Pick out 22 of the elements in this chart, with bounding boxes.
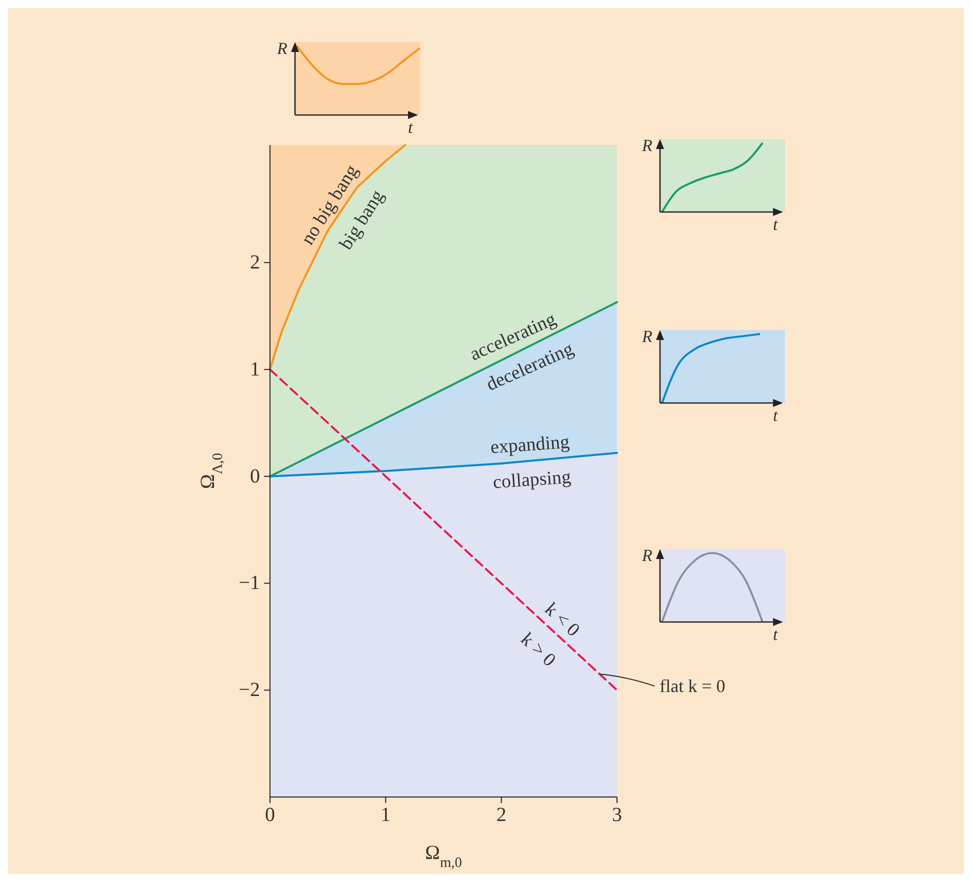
y-axis-title: R	[641, 546, 653, 565]
x-tick-label: 0	[265, 804, 275, 826]
x-tick-label: 3	[612, 804, 622, 826]
y-tick-label: 0	[250, 465, 260, 488]
x-axis-title: t	[773, 215, 779, 234]
y-tick-label: 1	[250, 358, 260, 380]
y-tick-label: −2	[238, 679, 260, 702]
y-tick-label: 2	[250, 252, 260, 274]
line-series	[269, 144, 406, 370]
y-axis-title: R	[641, 327, 653, 346]
x-axis-title: t	[408, 118, 414, 137]
y-axis-title: R	[276, 39, 288, 58]
annotation: collapsing	[492, 466, 572, 494]
x-axis-title: Ω$_{m,0}$	[425, 842, 462, 871]
x-axis-title: t	[773, 406, 779, 425]
annotation: expanding	[490, 432, 571, 458]
x-axis-title: t	[773, 625, 779, 644]
annotation: flat k = 0	[660, 676, 726, 696]
y-axis-title: R	[641, 136, 653, 155]
x-tick-label: 2	[496, 804, 506, 826]
x-tick-label: 1	[380, 804, 391, 826]
y-tick-label: −1	[238, 572, 260, 594]
